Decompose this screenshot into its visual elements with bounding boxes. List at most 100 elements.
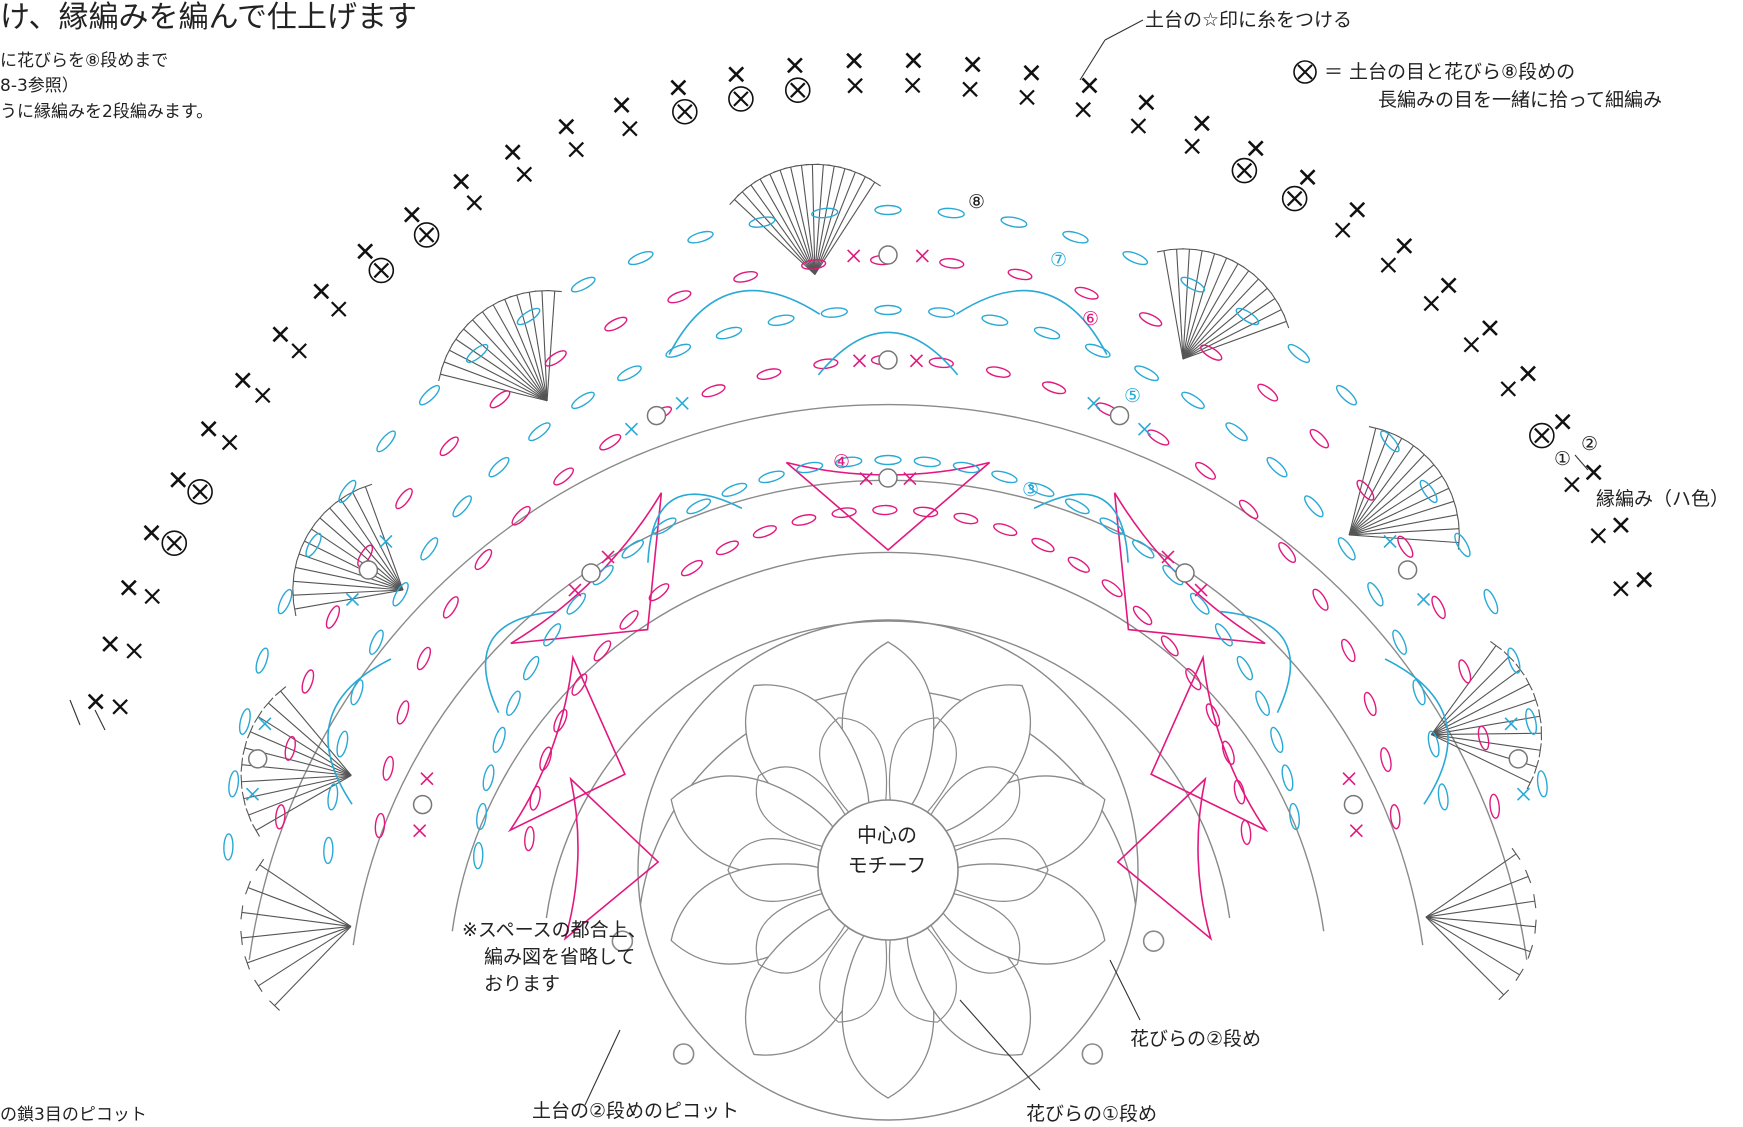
- dc-top: [1458, 521, 1460, 536]
- dc-top: [241, 791, 246, 806]
- dc-stitch: [455, 338, 548, 402]
- blue-chain: [1335, 384, 1358, 406]
- leader-line: [1574, 454, 1589, 471]
- legend-symbol-x: [1297, 64, 1313, 80]
- edging-sc: [613, 97, 630, 113]
- edging-sc: [330, 301, 347, 317]
- dc-top: [486, 300, 500, 309]
- dc-top: [1526, 776, 1534, 790]
- dc-stitch: [248, 774, 352, 816]
- dc-top: [547, 290, 562, 293]
- edging-sc: [1019, 89, 1035, 106]
- leader-line: [69, 699, 81, 726]
- blue-chain: [913, 456, 941, 468]
- leader-line: [959, 999, 1041, 1091]
- dc-top: [293, 560, 298, 575]
- pink-chain: [1194, 461, 1216, 480]
- dc-stitch: [1348, 487, 1449, 536]
- dc-top: [1242, 266, 1255, 276]
- blue-chain: [811, 207, 839, 219]
- dc-stitch: [1182, 257, 1228, 360]
- dc-top: [441, 355, 448, 369]
- edging-sc: [516, 166, 533, 183]
- dc-stitch: [1182, 278, 1259, 360]
- dc-stitch: [1182, 250, 1203, 360]
- edging-sc: [144, 588, 161, 605]
- dc-stitch: [734, 199, 816, 275]
- blue-chain: [715, 326, 743, 340]
- instruction-line-3: うに縁編みを2段編みます。: [0, 102, 214, 122]
- blue-chain: [1062, 230, 1089, 244]
- petal-inner: [929, 766, 1021, 848]
- pink-chain: [284, 735, 296, 761]
- picot-ring: [878, 350, 898, 370]
- edging-sc: [126, 643, 142, 659]
- blue-rounds: [223, 204, 1548, 870]
- edging-sc: [558, 118, 575, 135]
- dc-top: [1525, 677, 1533, 691]
- dc-top: [498, 296, 512, 303]
- dc-stitch: [1425, 916, 1536, 928]
- dc-stitch: [492, 304, 548, 402]
- round-marker-5: ⑤: [1124, 385, 1142, 407]
- dc-top: [1270, 292, 1280, 305]
- edging-sc: [1564, 476, 1580, 493]
- pink-chain: [524, 825, 535, 852]
- blue-chain: [492, 726, 506, 754]
- picot-ring: [878, 245, 898, 265]
- blue-chain: [796, 461, 824, 474]
- dc-stitch: [472, 319, 548, 402]
- blue-chain: [465, 343, 489, 364]
- dc-stitch: [1182, 263, 1239, 360]
- sc-mark: [1383, 534, 1397, 549]
- blue-chain: [652, 517, 677, 535]
- blue-chain: [1033, 326, 1061, 340]
- blue-chain: [1525, 708, 1538, 735]
- blue-chain: [323, 836, 334, 865]
- edging-sc: [847, 77, 863, 94]
- dc-stitch: [814, 166, 835, 275]
- blue-chain: [1367, 582, 1384, 607]
- pink-chain: [619, 610, 639, 630]
- sc-mark: [1416, 592, 1431, 607]
- sc-mark: [624, 422, 639, 436]
- pink-chain: [1067, 556, 1090, 573]
- sc-mark: [258, 717, 272, 731]
- dc-top: [1533, 894, 1537, 909]
- dc-top: [254, 710, 263, 723]
- pink-chain: [1138, 312, 1163, 327]
- edging-sc: [120, 579, 137, 596]
- edging-sc: [403, 206, 420, 223]
- dc-top: [1511, 847, 1521, 861]
- petal-inner: [819, 925, 888, 1023]
- blue-chain: [665, 343, 692, 358]
- dc-stitch: [1430, 645, 1497, 735]
- edging-sc: [1423, 295, 1440, 312]
- dc-stitch: [329, 507, 404, 591]
- dc-stitch: [1182, 309, 1282, 360]
- pink-chain: [1160, 635, 1179, 657]
- dc-stitch: [246, 925, 352, 964]
- leader-lines: [69, 19, 1589, 1106]
- dc-top: [1437, 469, 1447, 483]
- edging-sc: [1334, 222, 1351, 238]
- pink-chain: [1389, 804, 1401, 830]
- blue-chain: [1270, 726, 1284, 754]
- blue-chain: [1181, 391, 1205, 410]
- dc-stitch: [295, 566, 404, 591]
- pink-chain: [599, 434, 622, 451]
- dc-top: [1534, 919, 1537, 934]
- dc-stitch: [546, 290, 556, 401]
- dc-stitch: [274, 926, 352, 1006]
- edging-sc: [1463, 336, 1480, 353]
- dc-stitch: [814, 181, 876, 275]
- blue-chain: [1225, 422, 1248, 442]
- edging-sc: [102, 636, 119, 652]
- dc-top: [1231, 259, 1245, 268]
- dc-top: [1169, 248, 1184, 251]
- dc-top: [1490, 640, 1503, 651]
- page-title: け、縁編みを編んで仕上げます: [0, 0, 417, 35]
- pink-chain: [1101, 579, 1123, 598]
- edging-sc: [622, 120, 638, 137]
- dc-stitch: [814, 168, 846, 275]
